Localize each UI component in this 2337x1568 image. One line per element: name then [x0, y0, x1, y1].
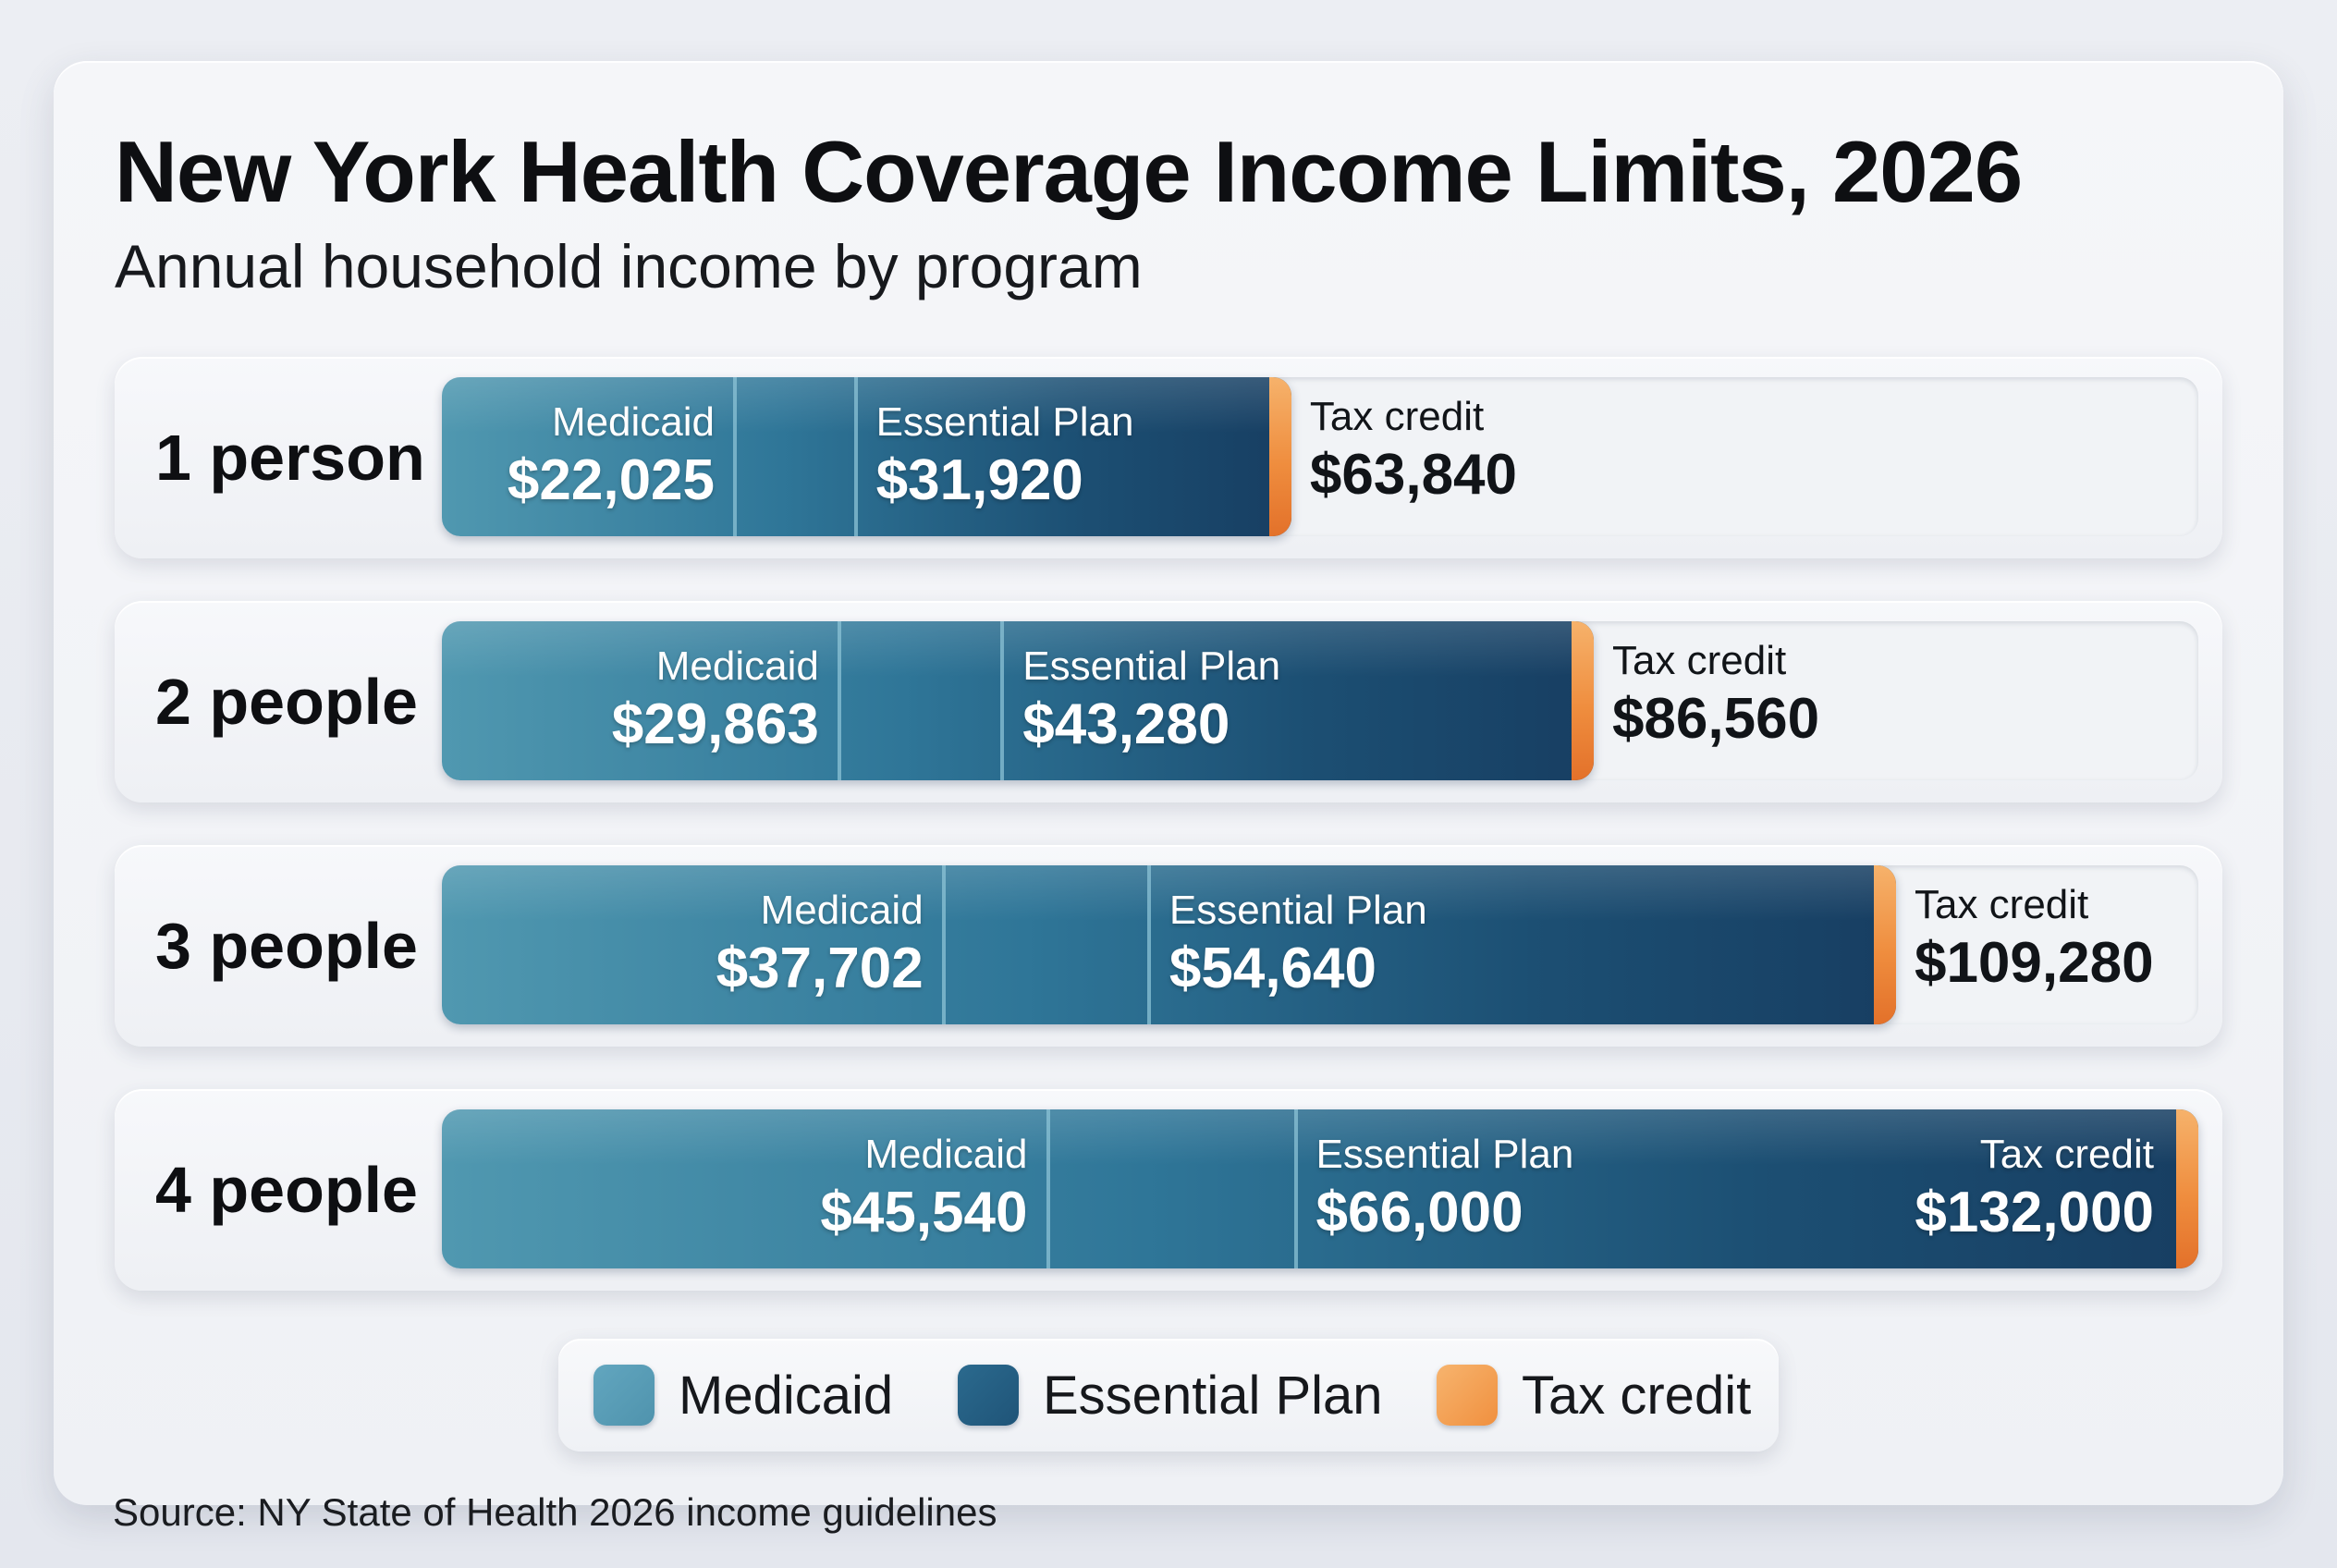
bar-essential-plan-3-people: Essential Plan $54,640: [1169, 886, 1427, 1002]
bar-tax-credit-1-person: Medicaid $22,025 Essential Plan $31,920: [442, 377, 1291, 536]
segment-name-label: Tax credit: [1979, 1132, 2154, 1177]
bar-essential-plan-2-people: Essential Plan $43,280: [1022, 642, 1280, 758]
data-label-essential-plan: $66,000: [1315, 1181, 1523, 1244]
bar-essential-plan-4-people: Essential Plan $66,000: [1316, 1130, 1574, 1246]
bar-gloss: [442, 377, 1291, 433]
legend-swatch-essential-plan: [958, 1365, 1019, 1426]
bar-track: Medicaid $22,025 Essential Plan $31,920 Tax …: [442, 377, 2198, 536]
category-label: 3 people: [155, 910, 418, 982]
tax-credit-cap-3-people: [1873, 865, 1896, 1024]
bar-tax-credit-4-people: Medicaid $45,540 Essential Plan $66,000: [442, 1109, 2198, 1268]
legend-item-essential-plan: Essential Plan: [958, 1339, 1383, 1452]
segment-name-label: Medicaid: [551, 399, 716, 445]
category-label: 4 people: [155, 1154, 418, 1226]
segment-name-label: Medicaid: [655, 643, 819, 689]
bar-medicaid-end-3-people: [941, 865, 946, 1024]
segment-name-label: Tax credit: [1914, 882, 2089, 927]
bar-essential-plan-start-3-people: [1146, 865, 1151, 1024]
legend-item-medicaid: Medicaid: [593, 1339, 893, 1452]
chart-subtitle: Annual household income by program: [115, 232, 1143, 300]
legend-label-essential-plan: Essential Plan: [1043, 1365, 1383, 1426]
legend-label-medicaid: Medicaid: [679, 1365, 894, 1426]
bar-medicaid-end-4-people: [1046, 1109, 1050, 1268]
tax-credit-cap-4-people: [2176, 1109, 2198, 1268]
bar-essential-plan-start-2-people: [1000, 621, 1005, 780]
bar-gloss: [442, 1109, 2198, 1165]
data-label-tax-credit: $132,000: [1915, 1181, 2154, 1244]
category-label: 1 person: [155, 422, 425, 494]
bar-row-3-people: 3 people Medicaid $37,702 Essential Plan $54…: [115, 845, 2222, 1047]
data-label-tax-credit: $109,280: [1914, 931, 2154, 995]
bar-track: Medicaid $29,863 Essential Plan $43,280 Tax …: [442, 621, 2198, 780]
data-label-medicaid: $37,702: [716, 937, 924, 1000]
data-label-medicaid: $29,863: [611, 692, 819, 756]
source-note: Source: NY State of Health 2026 income g…: [113, 1490, 997, 1534]
tax-credit-label-2-people: Tax credit $86,560: [1612, 636, 1819, 753]
bar-medicaid-3-people: Medicaid $37,702: [716, 886, 924, 1002]
bar-medicaid-2-people: Medicaid $29,863: [612, 642, 819, 758]
bar-essential-plan-start-4-people: [1293, 1109, 1298, 1268]
bar-track: Medicaid $45,540 Essential Plan $66,000 Tax …: [442, 1109, 2198, 1268]
segment-name-label: Tax credit: [1309, 394, 1485, 439]
data-label-essential-plan: $54,640: [1168, 937, 1377, 1000]
segment-name-label: Essential Plan: [1168, 888, 1427, 933]
bar-essential-plan-start-1-person: [853, 377, 858, 536]
bar-medicaid-end-2-people: [837, 621, 841, 780]
bar-medicaid-end-1-person: [733, 377, 738, 536]
segment-name-label: Essential Plan: [1315, 1132, 1574, 1177]
bar-medicaid-1-person: Medicaid $22,025: [508, 398, 715, 514]
bar-row-1-person: 1 person Medicaid $22,025 Essential Plan $31…: [115, 357, 2222, 558]
bar-essential-plan-1-person: Essential Plan $31,920: [876, 398, 1134, 514]
data-label-essential-plan: $43,280: [1022, 692, 1230, 756]
bar-tax-credit-3-people: Medicaid $37,702 Essential Plan $54,640: [442, 865, 1896, 1024]
segment-name-label: Medicaid: [864, 1132, 1028, 1177]
data-label-tax-credit: $86,560: [1611, 687, 1820, 751]
bar-row-2-people: 2 people Medicaid $29,863 Essential Plan $43…: [115, 601, 2222, 802]
legend-item-tax-credit: Tax credit: [1437, 1339, 1751, 1452]
tax-credit-label-4-people: Tax credit $132,000: [1915, 1130, 2154, 1246]
data-label-medicaid: $45,540: [820, 1181, 1028, 1244]
segment-name-label: Essential Plan: [1022, 643, 1281, 689]
bar-medicaid-4-people: Medicaid $45,540: [820, 1130, 1027, 1246]
bar-gloss: [442, 865, 1896, 921]
segment-name-label: Tax credit: [1611, 638, 1787, 683]
legend-swatch-tax-credit: [1437, 1365, 1498, 1426]
category-label: 2 people: [155, 666, 418, 738]
legend-label-tax-credit: Tax credit: [1522, 1365, 1752, 1426]
bar-row-4-people: 4 people Medicaid $45,540 Essential Plan $66…: [115, 1089, 2222, 1291]
legend-swatch-medicaid: [593, 1365, 655, 1426]
tax-credit-cap-2-people: [1571, 621, 1594, 780]
bar-track: Medicaid $37,702 Essential Plan $54,640 Tax …: [442, 865, 2198, 1024]
bar-tax-credit-2-people: Medicaid $29,863 Essential Plan $43,280: [442, 621, 1594, 780]
legend: Medicaid Essential Plan Tax credit: [558, 1339, 1779, 1452]
bar-gloss: [442, 621, 1594, 677]
tax-credit-label-3-people: Tax credit $109,280: [1915, 880, 2154, 997]
data-label-essential-plan: $31,920: [875, 448, 1083, 512]
data-label-medicaid: $22,025: [507, 448, 716, 512]
chart-title: New York Health Coverage Income Limits, …: [115, 123, 2023, 220]
tax-credit-label-1-person: Tax credit $63,840: [1310, 392, 1517, 508]
tax-credit-cap-1-person: [1268, 377, 1291, 536]
segment-name-label: Essential Plan: [875, 399, 1134, 445]
segment-name-label: Medicaid: [760, 888, 924, 933]
data-label-tax-credit: $63,840: [1309, 443, 1518, 507]
